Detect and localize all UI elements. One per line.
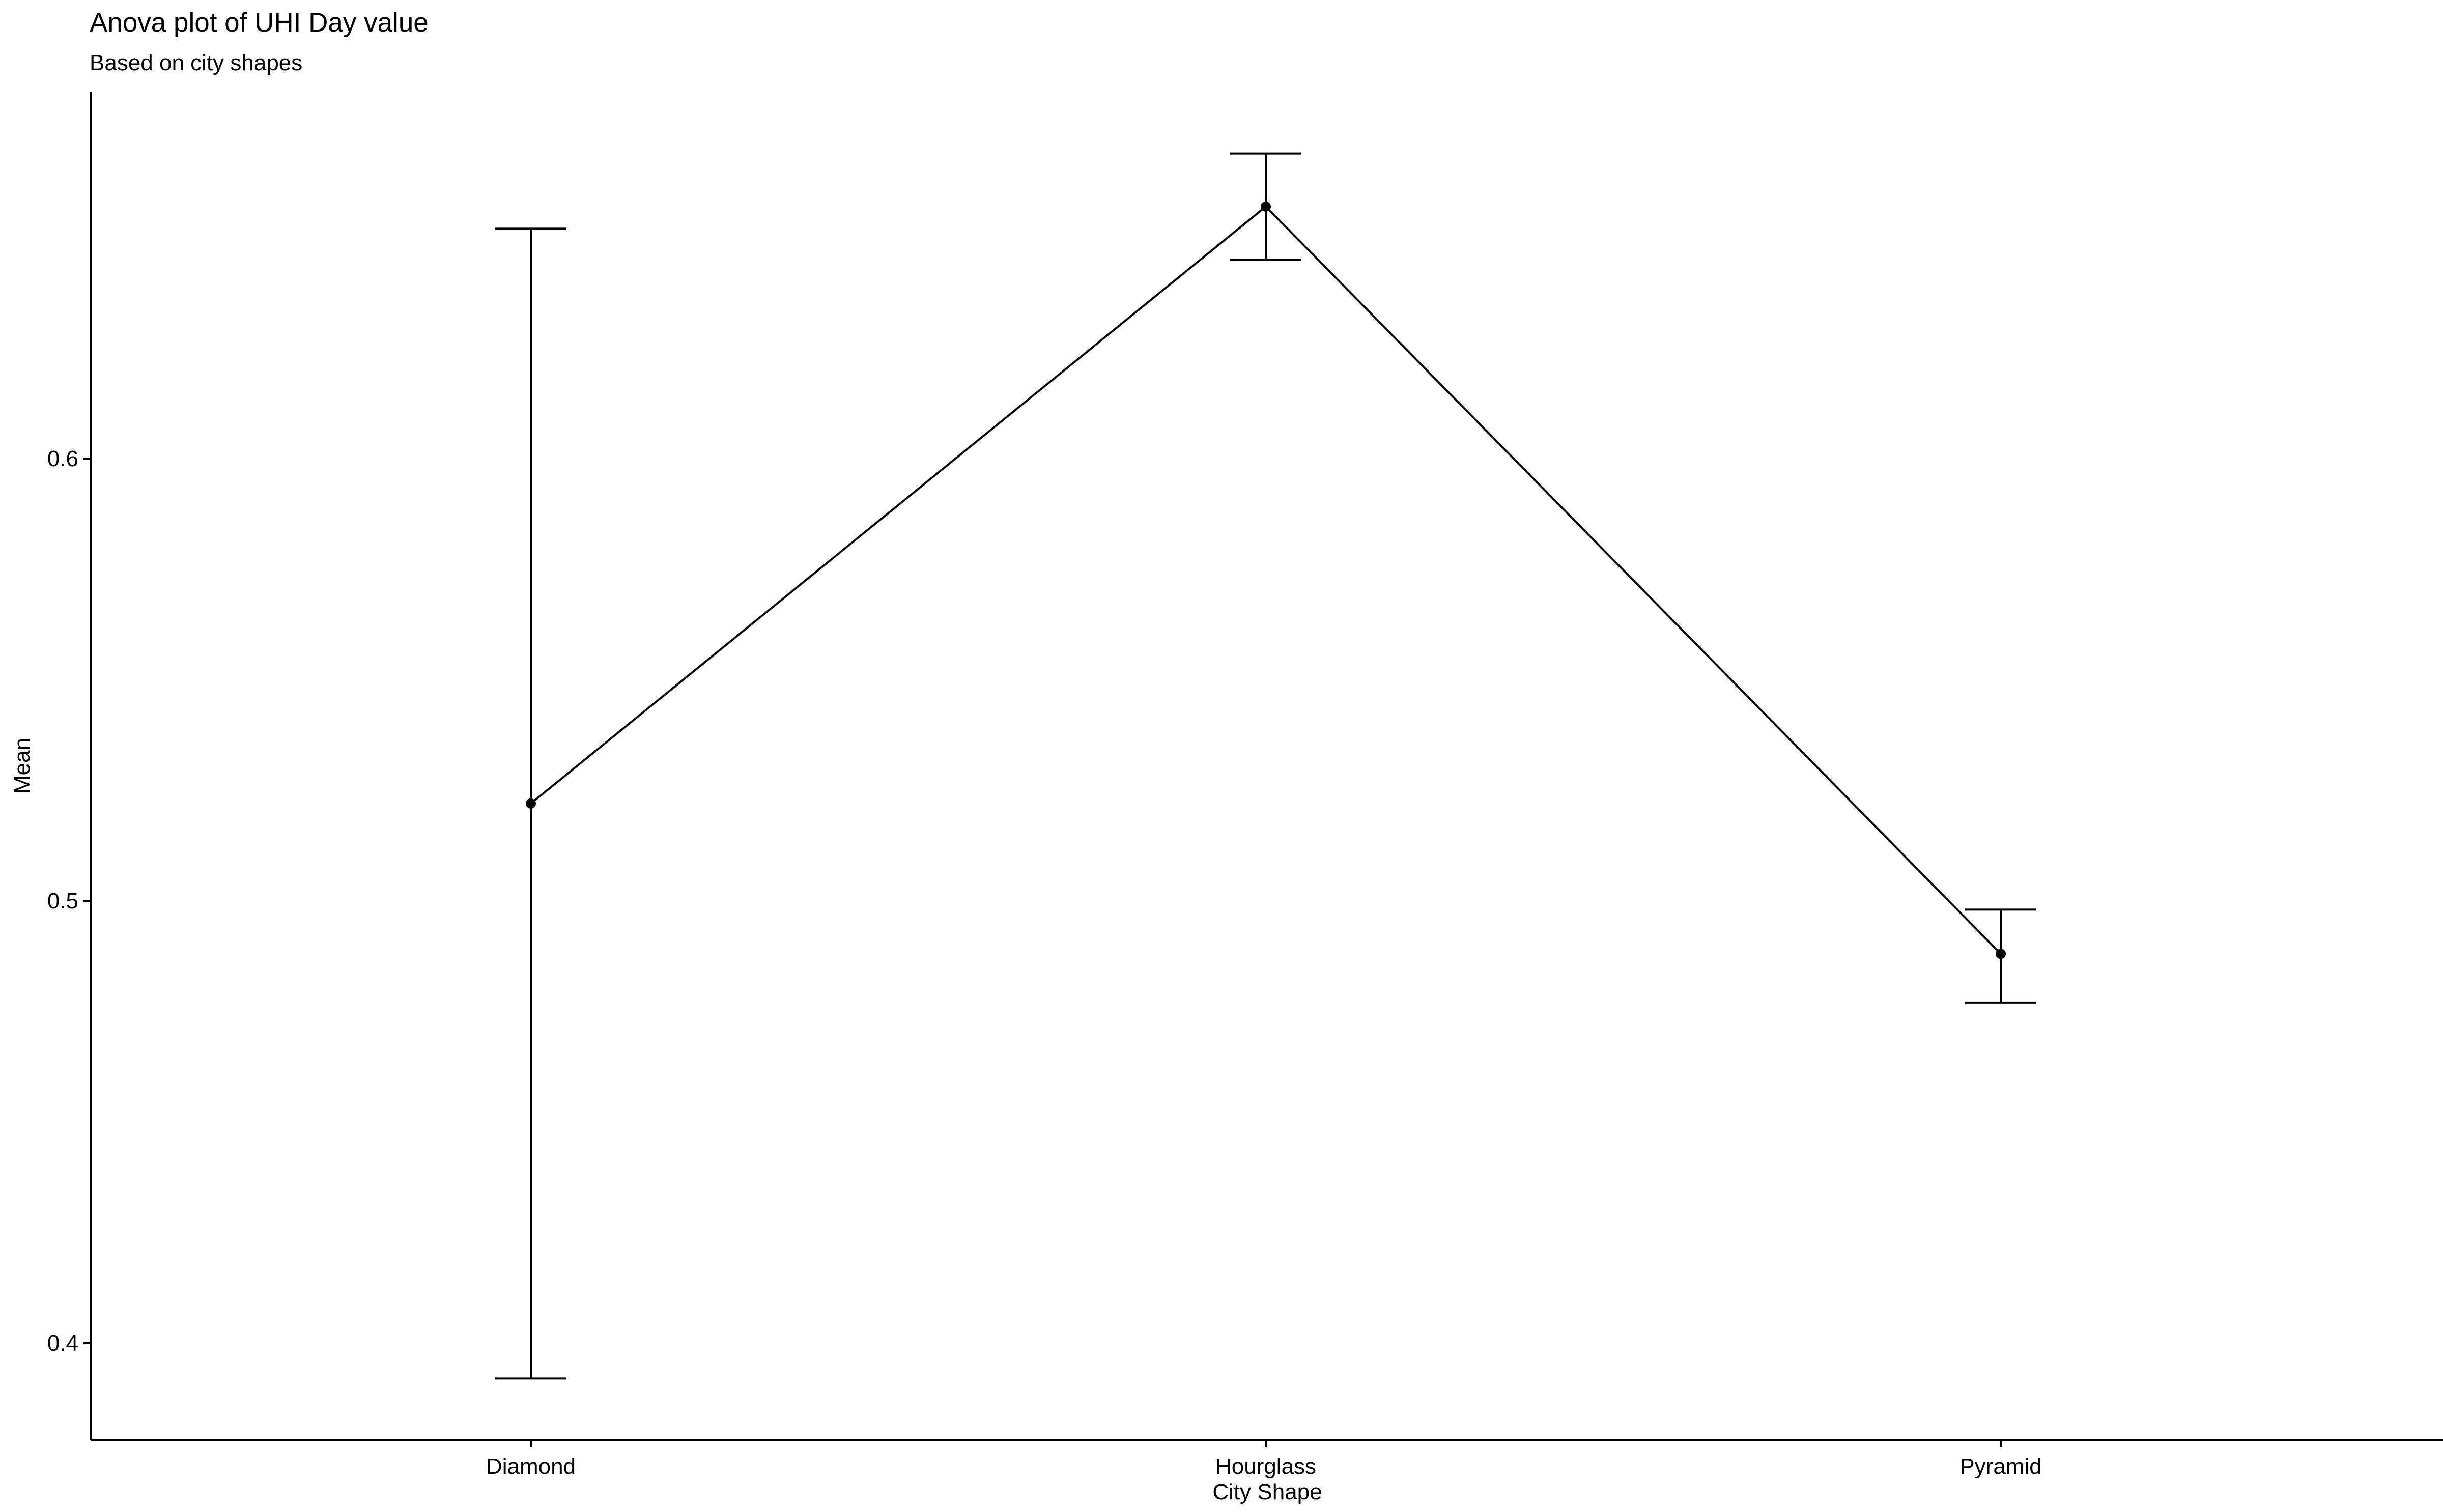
series-line-group bbox=[530, 205, 2002, 955]
y-axis-title: Mean bbox=[10, 738, 35, 794]
mean-point bbox=[526, 798, 536, 809]
y-tick-label: 0.5 bbox=[47, 889, 78, 914]
x-tick-label: Diamond bbox=[486, 1454, 576, 1479]
chart-title: Anova plot of UHI Day value bbox=[90, 8, 429, 38]
data-points bbox=[526, 201, 2006, 959]
x-axis-title: City Shape bbox=[1212, 1479, 1322, 1504]
mean-point bbox=[1261, 201, 1271, 212]
y-tick-label: 0.4 bbox=[47, 1331, 78, 1356]
y-tick-label: 0.6 bbox=[47, 446, 78, 471]
x-tick-label: Pyramid bbox=[1959, 1454, 2041, 1479]
error-bars bbox=[495, 152, 2036, 1380]
mean-line bbox=[530, 205, 2002, 955]
x-axis-ticks: Diamond Hourglass Pyramid bbox=[486, 1440, 2042, 1479]
y-axis-ticks: 0.4 0.5 0.6 bbox=[47, 446, 91, 1356]
mean-point bbox=[1996, 949, 2006, 959]
x-tick-label: Hourglass bbox=[1215, 1454, 1316, 1479]
chart-subtitle: Based on city shapes bbox=[90, 50, 302, 75]
